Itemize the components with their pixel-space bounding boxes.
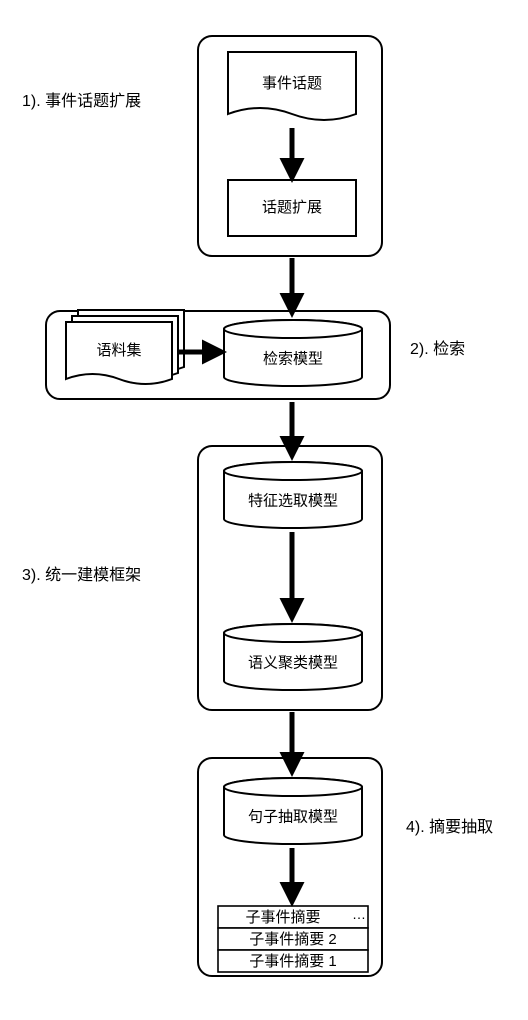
side-label-s4: 4). 摘要抽取 <box>406 818 493 836</box>
summary-row-r2-label: 子事件摘要 2 <box>249 930 337 948</box>
node-n4-top <box>224 462 362 480</box>
summary-row-r3-tail: … <box>352 906 366 922</box>
node-n3-label: 检索模型 <box>263 350 323 367</box>
node-n4-label: 特征选取模型 <box>248 492 338 509</box>
node-n1-label: 事件话题 <box>262 75 322 92</box>
node-n5-top <box>224 624 362 642</box>
summary-row-r3-label: 子事件摘要 <box>245 908 320 926</box>
side-label-s3: 3). 统一建模框架 <box>22 566 141 584</box>
node-n2-label: 话题扩展 <box>262 199 322 216</box>
node-n6-top <box>224 778 362 796</box>
side-label-s1: 1). 事件话题扩展 <box>22 92 141 110</box>
node-n5-label: 语义聚类模型 <box>248 654 338 671</box>
node-corpus-label: 语料集 <box>96 342 141 359</box>
node-n3-top <box>224 320 362 338</box>
summary-row-r1-label: 子事件摘要 1 <box>249 952 337 970</box>
side-label-s2: 2). 检索 <box>410 340 465 358</box>
node-n6-label: 句子抽取模型 <box>248 808 338 825</box>
